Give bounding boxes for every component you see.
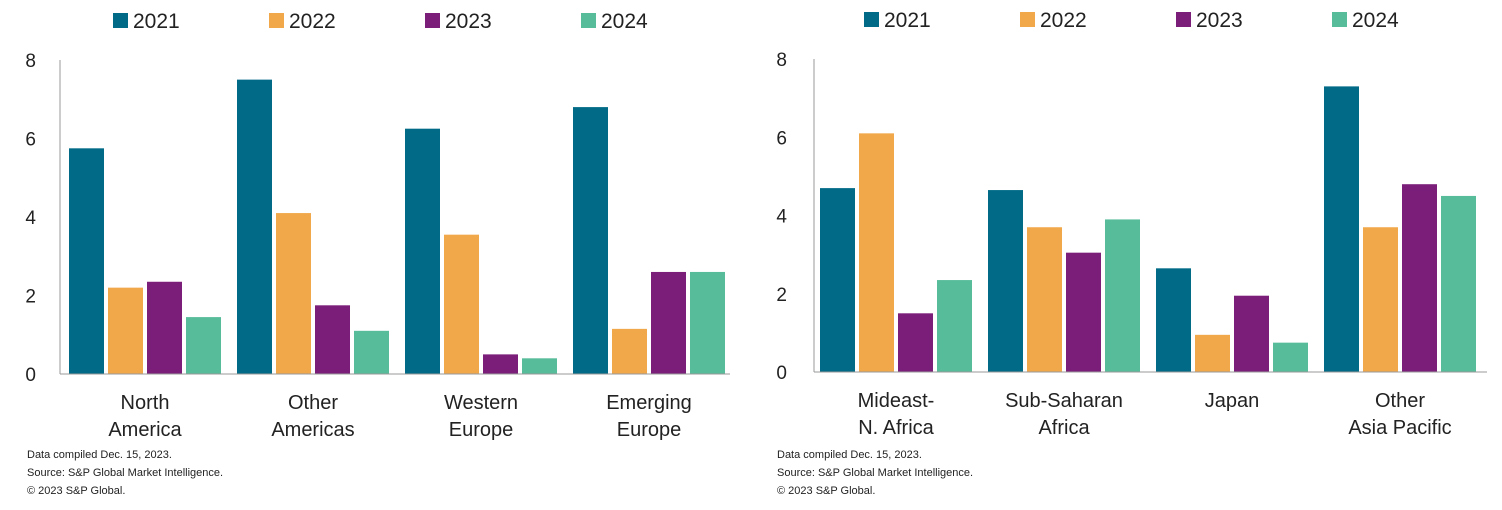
category-label: Africa: [1038, 417, 1090, 439]
bar-2021-1: [988, 190, 1023, 372]
bar-2023-0: [898, 313, 933, 372]
bar-2021-3: [1324, 86, 1359, 372]
bar-2023-2: [1234, 295, 1269, 372]
chart-panel-right: 2021 2022 2023 2024 0 2 4 6 8 Mideast- N. Africa Su…: [751, 0, 1502, 510]
bar-2022-0: [108, 287, 143, 374]
category-label: Emerging: [606, 392, 692, 414]
legend-label-2023: 2023: [445, 10, 492, 33]
category-label: Sub-Saharan: [1005, 390, 1123, 412]
bar-2024-3: [1441, 195, 1476, 372]
legend-label-2024: 2024: [601, 10, 648, 33]
y-tick-label: 6: [25, 130, 36, 151]
footnote-left: Data compiled Dec. 15, 2023. Source: S&P…: [27, 446, 223, 500]
bar-2024-1: [354, 330, 389, 374]
legend-label-2021: 2021: [884, 9, 931, 32]
y-tick-label: 0: [25, 365, 36, 386]
legend-label-2022: 2022: [289, 10, 336, 33]
legend-label-2024: 2024: [1352, 9, 1399, 32]
y-tick-label: 6: [776, 128, 787, 149]
category-label: Americas: [271, 419, 354, 441]
bar-chart-right: 2021 2022 2023 2024 0 2 4 6 8 Mideast- N. Africa Su…: [776, 9, 1487, 439]
bar-2024-0: [186, 317, 221, 374]
y-tick-label: 8: [776, 50, 787, 71]
bar-2024-0: [937, 280, 972, 372]
category-label: Europe: [617, 419, 682, 441]
legend-swatch-2021: [864, 12, 879, 27]
category-label: America: [108, 419, 182, 441]
category-label: Other: [288, 392, 338, 414]
legend-swatch-2022: [1020, 12, 1035, 27]
legend-swatch-2023: [1176, 12, 1191, 27]
footnote-line: Source: S&P Global Market Intelligence.: [777, 467, 974, 479]
bar-2021-0: [820, 188, 855, 372]
bar-2022-3: [1363, 227, 1398, 372]
bar-2024-2: [1273, 342, 1308, 372]
category-label: N. Africa: [858, 417, 934, 439]
legend-label-2023: 2023: [1196, 9, 1243, 32]
bar-2021-2: [405, 128, 440, 374]
legend-swatch-2022: [269, 13, 284, 28]
y-tick-label: 4: [25, 208, 36, 229]
bar-2022-1: [276, 213, 311, 374]
bar-2024-1: [1105, 219, 1140, 372]
bar-2024-2: [522, 358, 557, 374]
bar-2023-0: [147, 281, 182, 374]
y-tick-label: 2: [776, 285, 787, 306]
y-tick-label: 8: [25, 51, 36, 72]
bar-2023-1: [1066, 252, 1101, 372]
bar-2022-2: [444, 234, 479, 374]
y-tick-label: 2: [25, 287, 36, 308]
bar-2022-0: [859, 133, 894, 372]
bar-2021-3: [573, 107, 608, 374]
bar-2023-1: [315, 305, 350, 374]
category-label: North: [121, 392, 170, 414]
footnote-line: © 2023 S&P Global.: [27, 485, 126, 497]
legend-swatch-2021: [113, 13, 128, 28]
bar-2021-2: [1156, 268, 1191, 372]
bar-2021-0: [69, 148, 104, 374]
bar-2022-1: [1027, 227, 1062, 372]
bar-chart-left: 2021 2022 2023 2024 0 2 4 6 8 North America Other Am…: [25, 10, 730, 441]
legend-label-2021: 2021: [133, 10, 180, 33]
category-label: Western: [444, 392, 518, 414]
footnote-line: Data compiled Dec. 15, 2023.: [27, 449, 172, 461]
footnote-line: Source: S&P Global Market Intelligence.: [27, 467, 224, 479]
bar-2021-1: [237, 79, 272, 374]
footnote-line: © 2023 S&P Global.: [777, 485, 876, 497]
y-tick-label: 0: [776, 363, 787, 384]
category-label: Other: [1375, 390, 1425, 412]
bar-2024-3: [690, 271, 725, 374]
category-label: Mideast-: [858, 390, 935, 412]
category-label: Japan: [1205, 390, 1260, 412]
legend-swatch-2024: [1332, 12, 1347, 27]
footnote-line: Data compiled Dec. 15, 2023.: [777, 449, 922, 461]
legend-label-2022: 2022: [1040, 9, 1087, 32]
y-tick-label: 4: [776, 207, 787, 228]
bar-2023-3: [651, 271, 686, 374]
legend-swatch-2024: [581, 13, 596, 28]
category-label: Asia Pacific: [1348, 417, 1451, 439]
bar-2022-3: [612, 328, 647, 374]
bar-2023-3: [1402, 184, 1437, 372]
bar-2023-2: [483, 354, 518, 374]
chart-panel-left: 2021 2022 2023 2024 0 2 4 6 8 North America Other Am…: [0, 0, 750, 510]
bar-2022-2: [1195, 334, 1230, 372]
category-label: Europe: [449, 419, 514, 441]
legend-swatch-2023: [425, 13, 440, 28]
footnote-right: Data compiled Dec. 15, 2023. Source: S&P…: [777, 446, 973, 500]
